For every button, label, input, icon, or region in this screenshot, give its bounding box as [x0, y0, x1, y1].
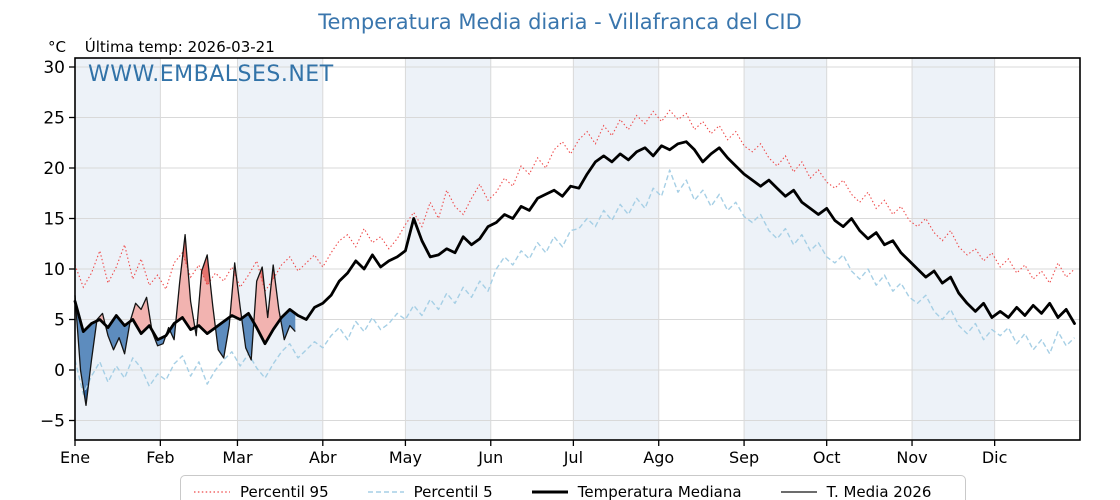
legend-label-percentil-95: Percentil 95	[240, 483, 329, 500]
percentil-95-line-sample	[194, 491, 230, 493]
legend-item-t-media-2026: T. Media 2026	[780, 483, 932, 500]
svg-text:0: 0	[54, 361, 65, 381]
watermark-text: WWW.EMBALSES.NET	[88, 62, 334, 87]
percentil-5-line-sample	[367, 491, 404, 493]
y-axis-unit-label: °C	[48, 38, 66, 56]
svg-text:30: 30	[43, 58, 65, 78]
svg-text:Ene: Ene	[60, 448, 90, 467]
svg-text:Oct: Oct	[813, 448, 841, 467]
t-media-2026-line-sample	[780, 491, 817, 493]
svg-text:5: 5	[54, 311, 65, 331]
chart-title: Temperatura Media diaria - Villafranca d…	[318, 10, 802, 34]
svg-text:Ago: Ago	[643, 448, 674, 467]
svg-text:Abr: Abr	[309, 448, 337, 467]
legend-label-percentil-5: Percentil 5	[413, 483, 493, 500]
svg-text:15: 15	[43, 210, 65, 230]
svg-text:Nov: Nov	[896, 448, 927, 467]
legend-label-mediana: Temperatura Mediana	[577, 483, 742, 500]
legend-item-mediana: Temperatura Mediana	[531, 483, 742, 500]
legend-item-percentil-95: Percentil 95	[193, 483, 329, 500]
svg-text:20: 20	[43, 159, 65, 179]
svg-text:Dic: Dic	[982, 448, 1008, 467]
svg-text:May: May	[389, 448, 422, 467]
mediana-line-sample	[531, 490, 568, 494]
svg-text:Jul: Jul	[563, 448, 583, 467]
svg-text:Feb: Feb	[146, 448, 174, 467]
svg-text:10: 10	[43, 260, 65, 280]
legend-item-percentil-5: Percentil 5	[367, 483, 493, 500]
chart-legend: Percentil 95 Percentil 5 Temperatura Med…	[180, 475, 966, 500]
legend-label-t-media-2026: T. Media 2026	[826, 483, 932, 500]
svg-text:Sep: Sep	[729, 448, 759, 467]
svg-text:Mar: Mar	[222, 448, 253, 467]
svg-text:Jun: Jun	[477, 448, 503, 467]
chart-subtitle-row: °C Última temp: 2026-03-21	[48, 38, 275, 56]
svg-text:−5: −5	[40, 412, 65, 432]
last-temp-label: Última temp: 2026-03-21	[84, 38, 275, 56]
svg-text:25: 25	[43, 109, 65, 129]
